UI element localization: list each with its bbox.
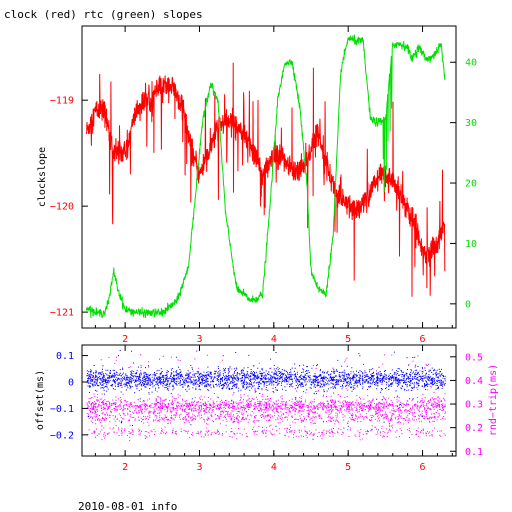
left-tick-label: −0.1 <box>50 404 74 415</box>
bottom-left-axis-label: offset(ms) <box>35 370 46 430</box>
x-tick-label: 5 <box>345 462 351 473</box>
bottom-plot-frame <box>81 344 457 457</box>
offset-series <box>86 350 446 432</box>
right-tick-label: 30 <box>465 118 477 129</box>
right-tick-label: 20 <box>465 179 477 190</box>
bottom-panel: 2 3 4 5 6 −0.2 −0.1 0 0.1 0.1 0.2 0.3 0.4 0.5 offse… <box>35 344 499 473</box>
left-tick-label: 0 <box>68 378 74 389</box>
x-tick-label: 3 <box>196 334 202 345</box>
bottom-right-axis-label: rnd−trip(ms) <box>488 364 499 436</box>
right-tick-label: 0.2 <box>465 423 483 434</box>
top-panel: 2 3 4 5 6 −121 −120 −119 0 10 20 30 40 clockslope <box>37 25 477 345</box>
left-tick-label: −121 <box>50 308 74 319</box>
rtc-slope-series <box>86 34 446 319</box>
chart-title: clock (red) rtc (green) slopes <box>4 8 203 21</box>
clock-slope-series <box>86 62 446 297</box>
right-tick-label: 0.3 <box>465 400 483 411</box>
left-tick-label: −120 <box>50 202 74 213</box>
right-tick-label: 0.5 <box>465 352 483 363</box>
left-tick-label: −0.2 <box>50 430 74 441</box>
clock-slope-line <box>86 62 446 297</box>
bottom-left-axis: −0.2 −0.1 0 0.1 <box>50 351 88 441</box>
round-trip-points <box>86 354 446 442</box>
x-tick-label: 6 <box>420 334 426 345</box>
left-tick-label: 0.1 <box>56 351 74 362</box>
top-left-axis-label: clockslope <box>37 147 48 207</box>
x-tick-label: 5 <box>345 334 351 345</box>
top-right-axis: 0 10 20 30 40 <box>450 58 477 310</box>
bottom-x-axis: 2 3 4 5 6 <box>94 345 453 473</box>
right-tick-label: 40 <box>465 58 477 69</box>
offset-points <box>86 350 446 432</box>
x-tick-label: 6 <box>420 462 426 473</box>
x-tick-label: 3 <box>196 462 202 473</box>
right-tick-label: 0.4 <box>465 376 483 387</box>
right-tick-label: 0 <box>465 299 471 310</box>
bottom-right-axis: 0.1 0.2 0.3 0.4 0.5 <box>450 352 483 458</box>
x-tick-label: 4 <box>271 462 277 473</box>
x-tick-label: 2 <box>122 334 128 345</box>
rtc-slope-line <box>86 34 446 319</box>
right-tick-label: 0.1 <box>465 447 483 458</box>
footer-text: 2010-08-01 info <box>78 500 177 512</box>
top-x-axis: 2 3 4 5 6 <box>94 26 453 345</box>
round-trip-series <box>86 354 446 442</box>
x-tick-label: 2 <box>122 462 128 473</box>
left-tick-label: −119 <box>50 96 74 107</box>
top-plot-frame <box>81 25 457 329</box>
top-left-axis: −121 −120 −119 <box>50 96 88 319</box>
right-tick-label: 10 <box>465 239 477 250</box>
x-tick-label: 4 <box>271 334 277 345</box>
